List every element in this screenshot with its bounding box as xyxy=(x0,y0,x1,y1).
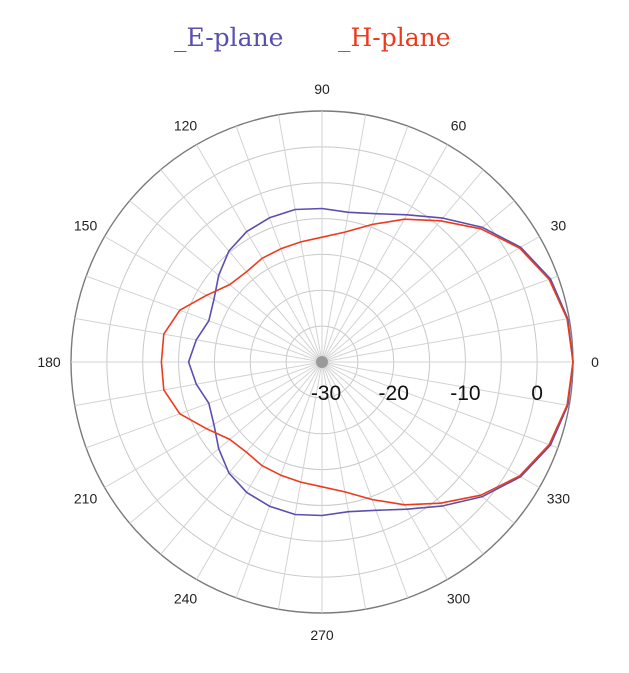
series-lines xyxy=(160,207,574,517)
angle-tick-label: 300 xyxy=(447,590,471,606)
angle-tick-label: 90 xyxy=(314,81,330,97)
grid-spoke xyxy=(74,317,323,363)
radial-tick-label: -20 xyxy=(379,382,409,405)
grid-spoke xyxy=(277,114,323,363)
polar-grid xyxy=(70,110,574,614)
angle-tick-label: 180 xyxy=(37,354,61,370)
angle-tick-label: 240 xyxy=(174,590,198,606)
angle-tick-label: 0 xyxy=(591,354,599,370)
angle-tick-label: 60 xyxy=(451,118,467,134)
grid-spoke xyxy=(321,361,448,580)
series-line-eplane xyxy=(187,207,574,517)
grid-spoke xyxy=(321,361,570,407)
grid-spoke xyxy=(321,125,409,363)
grid-spoke xyxy=(321,361,559,449)
grid-spoke xyxy=(74,361,323,407)
center-dot xyxy=(316,356,328,368)
grid-spoke xyxy=(235,361,323,599)
grid-spoke xyxy=(85,361,323,449)
legend-item-e-plane: _E-plane xyxy=(174,23,283,52)
grid-spoke xyxy=(321,361,409,599)
grid-spoke xyxy=(321,361,367,610)
grid-spoke xyxy=(277,361,323,610)
grid-spoke xyxy=(321,361,540,488)
angle-tick-label: 210 xyxy=(74,491,98,507)
radial-tick-labels: -30 -20 -10 0 xyxy=(311,382,543,405)
grid-spoke xyxy=(129,200,323,363)
angle-tick-labels: 0 30 60 90 120 150 180 210 240 270 300 330 xyxy=(37,81,599,643)
grid-spoke xyxy=(196,144,323,363)
legend-item-h-plane: _H-plane xyxy=(338,23,451,52)
grid-spoke xyxy=(235,125,323,363)
grid-spoke xyxy=(321,317,570,363)
grid-spoke xyxy=(321,114,367,363)
grid-spoke xyxy=(160,361,323,555)
radial-tick-label: 0 xyxy=(531,382,543,405)
radial-tick-label: -10 xyxy=(450,382,480,405)
grid-spoke xyxy=(321,144,448,363)
legend: _E-plane _H-plane xyxy=(174,23,451,52)
grid-spoke xyxy=(321,275,559,363)
grid-spoke xyxy=(129,361,323,524)
angle-tick-label: 270 xyxy=(310,627,334,643)
angle-tick-label: 30 xyxy=(551,218,567,234)
grid-spoke xyxy=(160,169,323,363)
grid-spoke xyxy=(321,361,484,555)
angle-tick-label: 150 xyxy=(74,218,98,234)
angle-tick-label: 330 xyxy=(547,491,571,507)
grid-spoke xyxy=(321,236,540,363)
radial-tick-label: -30 xyxy=(311,382,341,405)
grid-spoke xyxy=(196,361,323,580)
grid-spoke xyxy=(321,169,484,363)
grid-spoke xyxy=(85,275,323,363)
series-line-hplane xyxy=(160,218,574,506)
angle-tick-label: 120 xyxy=(174,118,198,134)
